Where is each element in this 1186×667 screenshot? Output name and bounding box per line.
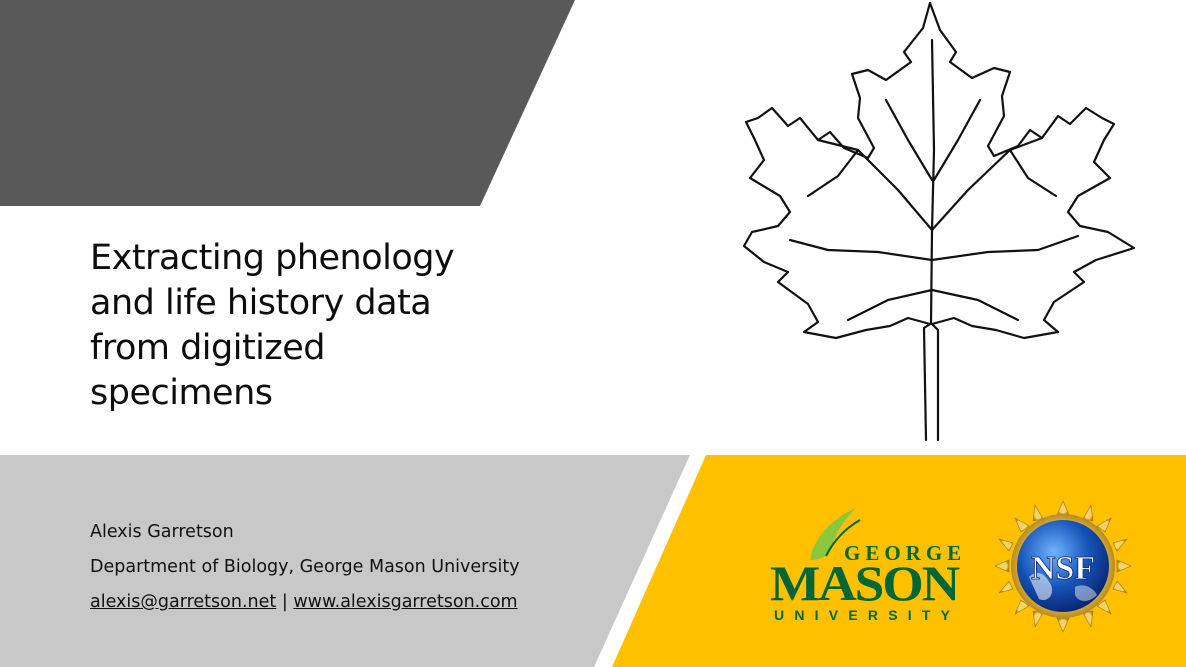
contact-separator: | [281,592,288,612]
title-line-4: specimens [90,373,273,413]
slide-title: Extracting phenology and life history da… [90,236,510,416]
title-line-3: from digitized [90,328,326,368]
author-contact: alexis@garretson.net | www.alexisgarrets… [90,585,520,620]
maple-leaf-illustration [718,0,1150,445]
author-block: Alexis Garretson Department of Biology, … [90,515,520,620]
website-link[interactable]: www.alexisgarretson.com [293,592,518,612]
gmu-george-text: GEORGE [844,541,960,565]
gmu-leaf-mark [810,508,856,560]
title-line-1: Extracting phenology [90,238,455,278]
author-affiliation: Department of Biology, George Mason Univ… [90,557,520,577]
gmu-mason-text: MASON [770,555,960,611]
nsf-logo: NSF [994,500,1132,633]
george-mason-logo: GEORGE MASON UNIVERSITY [770,508,960,623]
title-line-2: and life history data [90,283,432,323]
email-link[interactable]: alexis@garretson.net [90,592,277,612]
nsf-text: NSF [1031,550,1095,587]
nsf-gold-ring [994,500,1132,633]
author-name: Alexis Garretson [90,522,234,542]
bottom-gray-band [0,455,690,667]
